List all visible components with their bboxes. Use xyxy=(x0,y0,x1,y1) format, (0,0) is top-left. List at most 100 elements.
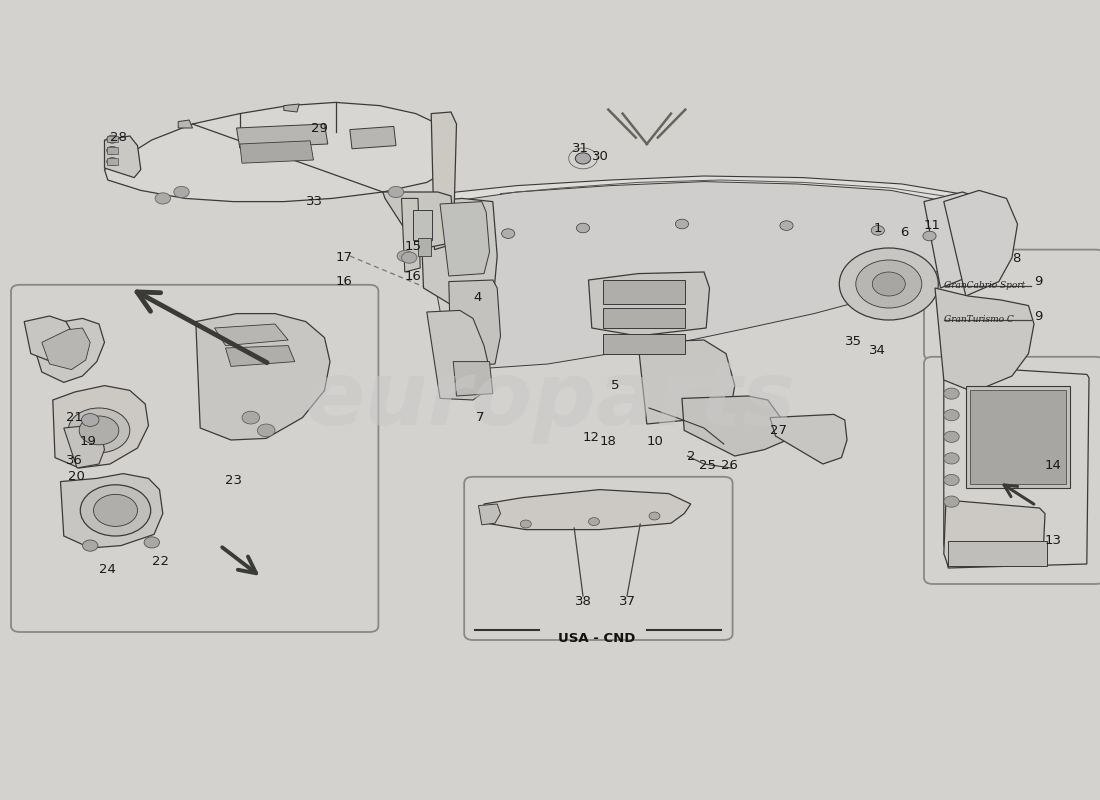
Circle shape xyxy=(94,494,138,526)
Circle shape xyxy=(242,411,260,424)
Bar xyxy=(107,158,118,165)
Circle shape xyxy=(576,223,590,233)
Text: 30: 30 xyxy=(592,150,608,162)
Text: 9: 9 xyxy=(1034,275,1043,288)
Text: 37: 37 xyxy=(618,595,636,608)
Text: 20: 20 xyxy=(68,470,85,482)
Circle shape xyxy=(839,248,938,320)
Circle shape xyxy=(856,260,922,308)
Text: 18: 18 xyxy=(600,435,616,448)
Text: europarts: europarts xyxy=(305,357,795,443)
Text: 6: 6 xyxy=(900,226,909,238)
Polygon shape xyxy=(484,490,691,530)
Text: 35: 35 xyxy=(845,335,861,348)
Polygon shape xyxy=(31,318,104,382)
Polygon shape xyxy=(427,310,490,400)
Text: 4: 4 xyxy=(473,291,482,304)
Text: 7: 7 xyxy=(476,411,485,424)
Polygon shape xyxy=(682,396,786,456)
Text: 22: 22 xyxy=(152,555,168,568)
Text: 31: 31 xyxy=(572,142,588,154)
Polygon shape xyxy=(638,340,735,424)
Circle shape xyxy=(155,193,170,204)
Polygon shape xyxy=(453,362,493,396)
Text: 27: 27 xyxy=(770,424,786,437)
Polygon shape xyxy=(350,126,396,149)
Bar xyxy=(603,334,685,354)
Circle shape xyxy=(588,518,600,526)
Polygon shape xyxy=(178,120,192,128)
Circle shape xyxy=(944,496,959,507)
Polygon shape xyxy=(226,346,295,366)
Circle shape xyxy=(575,153,591,164)
Circle shape xyxy=(79,416,119,445)
Polygon shape xyxy=(418,182,984,368)
Bar xyxy=(970,390,1066,484)
Text: 34: 34 xyxy=(869,344,886,357)
Polygon shape xyxy=(284,104,299,112)
Text: 14: 14 xyxy=(1045,459,1062,472)
Bar xyxy=(107,136,118,142)
Circle shape xyxy=(944,410,959,421)
FancyBboxPatch shape xyxy=(464,477,733,640)
Text: 15: 15 xyxy=(405,240,421,253)
Text: GranCabrio Sport: GranCabrio Sport xyxy=(944,281,1025,290)
Text: 5: 5 xyxy=(610,379,619,392)
Circle shape xyxy=(397,250,412,262)
Polygon shape xyxy=(478,504,500,525)
Text: 13: 13 xyxy=(1045,534,1062,546)
Bar xyxy=(418,238,431,256)
Polygon shape xyxy=(240,141,314,163)
Text: 36: 36 xyxy=(66,454,82,466)
Circle shape xyxy=(944,431,959,442)
Circle shape xyxy=(944,453,959,464)
Circle shape xyxy=(80,485,151,536)
Circle shape xyxy=(402,252,417,263)
Polygon shape xyxy=(935,288,1034,392)
Circle shape xyxy=(649,512,660,520)
Text: GranTurismo C: GranTurismo C xyxy=(944,315,1013,325)
Circle shape xyxy=(944,474,959,486)
Text: 12: 12 xyxy=(583,431,600,444)
Text: 21: 21 xyxy=(66,411,82,424)
Circle shape xyxy=(923,231,936,241)
Polygon shape xyxy=(944,190,1018,296)
Polygon shape xyxy=(944,500,1045,566)
Polygon shape xyxy=(924,192,1003,288)
Polygon shape xyxy=(64,426,104,468)
Bar xyxy=(966,386,1070,488)
Text: 33: 33 xyxy=(306,195,322,208)
Circle shape xyxy=(257,424,275,437)
Polygon shape xyxy=(449,280,500,366)
Circle shape xyxy=(388,186,404,198)
Polygon shape xyxy=(236,124,328,148)
Text: 25: 25 xyxy=(698,459,715,472)
Circle shape xyxy=(107,146,118,154)
Text: 8: 8 xyxy=(1012,252,1021,265)
Polygon shape xyxy=(420,198,497,308)
Text: 10: 10 xyxy=(647,435,663,448)
Polygon shape xyxy=(53,386,148,468)
Circle shape xyxy=(174,186,189,198)
Polygon shape xyxy=(60,474,163,548)
Bar xyxy=(948,541,1047,566)
FancyBboxPatch shape xyxy=(11,285,378,632)
Text: USA - CND: USA - CND xyxy=(558,632,635,645)
Circle shape xyxy=(502,229,515,238)
Text: 23: 23 xyxy=(226,474,242,486)
Text: 2: 2 xyxy=(688,450,696,462)
Polygon shape xyxy=(104,136,141,178)
Bar xyxy=(603,308,685,328)
Polygon shape xyxy=(24,316,75,364)
Polygon shape xyxy=(196,314,330,440)
Circle shape xyxy=(107,135,118,143)
Circle shape xyxy=(68,408,130,453)
Circle shape xyxy=(871,226,884,235)
Text: 38: 38 xyxy=(574,595,592,608)
Text: 19: 19 xyxy=(79,435,96,448)
Circle shape xyxy=(780,221,793,230)
Text: 26: 26 xyxy=(720,459,737,472)
Polygon shape xyxy=(402,198,420,272)
Text: 16: 16 xyxy=(336,275,352,288)
Polygon shape xyxy=(588,272,710,336)
